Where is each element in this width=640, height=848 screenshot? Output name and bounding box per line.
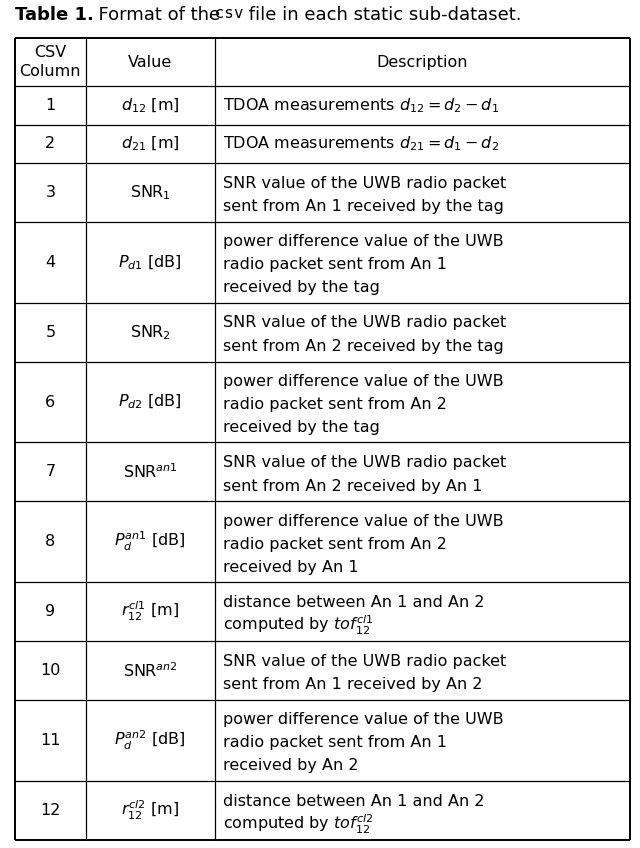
Text: $r_{12}^{cl1}$ [m]: $r_{12}^{cl1}$ [m]	[121, 600, 179, 623]
Text: $P_{d1}$ [dB]: $P_{d1}$ [dB]	[118, 254, 182, 271]
Text: radio packet sent from An 2: radio packet sent from An 2	[223, 537, 447, 552]
Text: sent from An 2 received by An 1: sent from An 2 received by An 1	[223, 478, 483, 494]
Text: 9: 9	[45, 605, 56, 619]
Text: received by An 2: received by An 2	[223, 758, 358, 773]
Text: sent from An 1 received by An 2: sent from An 1 received by An 2	[223, 678, 483, 693]
Text: $\mathrm{SNR}^{an2}$: $\mathrm{SNR}^{an2}$	[123, 661, 178, 680]
Text: power difference value of the UWB: power difference value of the UWB	[223, 234, 504, 249]
Text: radio packet sent from An 1: radio packet sent from An 1	[223, 735, 447, 750]
Text: distance between An 1 and An 2: distance between An 1 and An 2	[223, 794, 484, 808]
Text: 11: 11	[40, 734, 61, 748]
Text: 1: 1	[45, 98, 56, 113]
Text: received by the tag: received by the tag	[223, 280, 380, 295]
Text: distance between An 1 and An 2: distance between An 1 and An 2	[223, 594, 484, 610]
Text: $P_d^{an2}$ [dB]: $P_d^{an2}$ [dB]	[115, 729, 186, 752]
Text: 3: 3	[45, 185, 56, 200]
Text: received by An 1: received by An 1	[223, 560, 358, 575]
Text: TDOA measurements $d_{21} = d_1 - d_2$: TDOA measurements $d_{21} = d_1 - d_2$	[223, 135, 499, 153]
Text: 5: 5	[45, 325, 56, 340]
Text: $\mathrm{SNR}_1$: $\mathrm{SNR}_1$	[130, 183, 171, 202]
Text: SNR value of the UWB radio packet: SNR value of the UWB radio packet	[223, 315, 506, 330]
Text: 2: 2	[45, 137, 56, 151]
Text: $P_d^{an1}$ [dB]: $P_d^{an1}$ [dB]	[115, 530, 186, 554]
Text: 10: 10	[40, 663, 61, 678]
Text: 7: 7	[45, 465, 56, 479]
Text: computed by $tof_{12}^{cl1}$: computed by $tof_{12}^{cl1}$	[223, 614, 374, 638]
Text: 6: 6	[45, 394, 56, 410]
Text: computed by $tof_{12}^{cl2}$: computed by $tof_{12}^{cl2}$	[223, 813, 374, 836]
Text: radio packet sent from An 2: radio packet sent from An 2	[223, 397, 447, 412]
Text: 12: 12	[40, 803, 61, 818]
Text: power difference value of the UWB: power difference value of the UWB	[223, 514, 504, 528]
Text: $r_{12}^{cl2}$ [m]: $r_{12}^{cl2}$ [m]	[121, 799, 179, 822]
Text: 4: 4	[45, 255, 56, 270]
Text: $d_{12}$ [m]: $d_{12}$ [m]	[121, 97, 180, 114]
Text: power difference value of the UWB: power difference value of the UWB	[223, 712, 504, 728]
Text: power difference value of the UWB: power difference value of the UWB	[223, 374, 504, 389]
Text: SNR value of the UWB radio packet: SNR value of the UWB radio packet	[223, 455, 506, 470]
Text: Format of the: Format of the	[87, 6, 226, 24]
Text: SNR value of the UWB radio packet: SNR value of the UWB radio packet	[223, 654, 506, 669]
Text: $\mathrm{SNR}_2$: $\mathrm{SNR}_2$	[130, 323, 171, 342]
Text: received by the tag: received by the tag	[223, 420, 380, 435]
Text: radio packet sent from An 1: radio packet sent from An 1	[223, 257, 447, 272]
Text: Table 1.: Table 1.	[15, 6, 94, 24]
Text: sent from An 1 received by the tag: sent from An 1 received by the tag	[223, 199, 504, 215]
Text: sent from An 2 received by the tag: sent from An 2 received by the tag	[223, 339, 504, 354]
Text: TDOA measurements $d_{12} = d_2 - d_1$: TDOA measurements $d_{12} = d_2 - d_1$	[223, 96, 499, 115]
Text: SNR value of the UWB radio packet: SNR value of the UWB radio packet	[223, 176, 506, 191]
Text: .csv: .csv	[205, 6, 243, 21]
Text: $d_{21}$ [m]: $d_{21}$ [m]	[121, 135, 180, 153]
Text: 8: 8	[45, 534, 56, 550]
Text: $\mathrm{SNR}^{an1}$: $\mathrm{SNR}^{an1}$	[123, 463, 178, 482]
Text: Value: Value	[128, 55, 172, 70]
Text: CSV
Column: CSV Column	[20, 46, 81, 79]
Text: $P_{d2}$ [dB]: $P_{d2}$ [dB]	[118, 393, 182, 411]
Text: Description: Description	[377, 55, 468, 70]
Text: file in each static sub-dataset.: file in each static sub-dataset.	[243, 6, 522, 24]
